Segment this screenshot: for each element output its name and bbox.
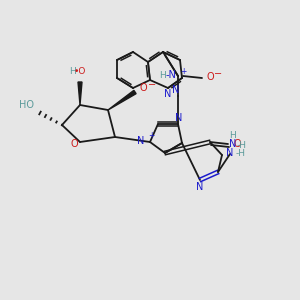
Text: N: N [136,136,144,146]
Text: H: H [70,68,76,76]
Text: −: − [148,80,156,90]
Text: -N: -N [166,70,176,80]
Polygon shape [108,90,136,110]
Text: •O: •O [74,68,86,76]
Text: N: N [196,182,204,192]
Text: -H: -H [236,148,246,158]
Text: H: H [159,70,165,80]
Polygon shape [78,82,82,105]
Text: H: H [230,131,236,140]
Text: N: N [164,89,171,99]
Text: O: O [233,139,241,149]
Text: N: N [172,85,180,95]
Text: O: O [139,83,147,93]
Text: N: N [175,113,183,123]
Text: +: + [148,131,154,140]
Text: O: O [70,139,78,149]
Text: +: + [180,67,186,76]
Text: HO: HO [20,100,34,110]
Text: −: − [214,69,222,79]
Text: -H: -H [237,140,247,149]
Text: N: N [229,139,237,149]
Text: N: N [226,148,234,158]
Text: O: O [206,72,214,82]
